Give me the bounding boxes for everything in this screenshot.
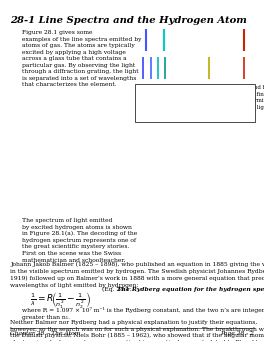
Text: $\frac{1}{\lambda} = R\!\left(\frac{1}{n_1^{\,2}} - \frac{1}{n_2^{\,2}}\right)$: $\frac{1}{\lambda} = R\!\left(\frac{1}{n… bbox=[30, 290, 91, 310]
Text: Neither Balmer nor Rydberg had a physical explanation to justify their equations: Neither Balmer nor Rydberg had a physica… bbox=[10, 320, 264, 341]
Text: The Rydberg equation for the hydrogen spectrum): The Rydberg equation for the hydrogen sp… bbox=[117, 287, 264, 292]
Text: The spectrum of light emitted
by excited hydrogen atoms is shown
in Figure 28.1(: The spectrum of light emitted by excited… bbox=[22, 218, 137, 263]
Text: Figure 28.1:: Figure 28.1: bbox=[137, 85, 176, 90]
Text: Figure 28.1 gives some
examples of the line spectra emitted by
atoms of gas. The: Figure 28.1 gives some examples of the l… bbox=[22, 30, 142, 87]
Text: Line spectra from hydrogen (top) and helium
(bottom). A line spectrum is like th: Line spectra from hydrogen (top) and hel… bbox=[153, 85, 264, 109]
Text: where R = 1.097 × 10⁷ m⁻¹ is the Rydberg constant, and the two n’s are integers,: where R = 1.097 × 10⁷ m⁻¹ is the Rydberg… bbox=[22, 307, 264, 320]
Text: Johann Jakob Balmer (1825 – 1898), who published an equation in 1885 giving the : Johann Jakob Balmer (1825 – 1898), who p… bbox=[10, 262, 264, 287]
Text: Page 28 - 2: Page 28 - 2 bbox=[220, 331, 254, 336]
Text: 28-1 Line Spectra and the Hydrogen Atom: 28-1 Line Spectra and the Hydrogen Atom bbox=[10, 16, 247, 25]
Text: (Eq. 28.1:: (Eq. 28.1: bbox=[102, 287, 134, 292]
Text: Chapter 28 – The Atom: Chapter 28 – The Atom bbox=[10, 331, 80, 336]
